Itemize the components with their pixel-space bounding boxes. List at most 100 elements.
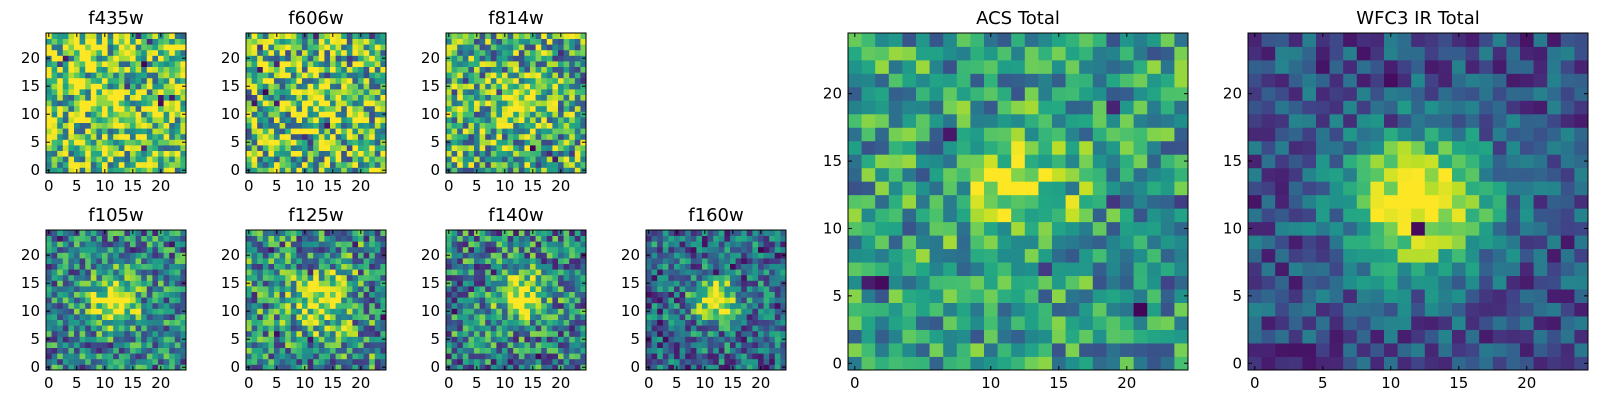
heatmap-cell xyxy=(518,241,525,248)
heatmap-cell xyxy=(702,297,708,304)
heatmap-cell xyxy=(380,230,387,236)
heatmap-cell xyxy=(124,83,131,90)
heatmap-cell xyxy=(296,230,303,236)
heatmap-cell xyxy=(541,347,548,354)
heatmap-cell xyxy=(657,347,664,354)
heatmap-cell xyxy=(707,336,714,343)
heatmap-cell xyxy=(251,269,258,276)
heatmap-cell xyxy=(1174,221,1189,236)
heatmap-cell xyxy=(702,252,708,259)
heatmap-cell xyxy=(346,258,353,264)
heatmap-cell xyxy=(724,269,731,276)
heatmap-cell xyxy=(146,252,153,259)
heatmap-cell xyxy=(307,94,314,101)
heatmap-cell xyxy=(888,235,903,250)
heatmap-cell xyxy=(135,347,142,354)
heatmap-cell xyxy=(369,44,376,51)
heatmap-cell xyxy=(657,297,664,304)
heatmap-cell xyxy=(296,66,303,73)
heatmap-cell xyxy=(1038,181,1053,196)
heatmap-cell xyxy=(474,61,480,67)
heatmap-cell xyxy=(174,246,181,253)
heatmap-cell xyxy=(1011,316,1026,330)
heatmap-cell xyxy=(358,105,364,112)
heatmap-cell xyxy=(302,111,308,118)
heatmap-cell xyxy=(268,347,275,354)
heatmap-cell xyxy=(530,269,536,276)
heatmap-cell xyxy=(79,347,86,354)
heatmap-cell xyxy=(502,122,508,129)
heatmap-cell xyxy=(251,336,258,343)
heatmap-cell xyxy=(479,161,486,168)
heatmap-cell xyxy=(290,358,297,365)
y-tick-label: 10 xyxy=(21,302,40,320)
heatmap-cell xyxy=(374,241,381,248)
heatmap-cell xyxy=(875,221,890,236)
heatmap-cell xyxy=(468,364,475,371)
heatmap-cell xyxy=(574,150,581,157)
heatmap-cell xyxy=(997,194,1012,209)
heatmap-cell xyxy=(268,150,275,157)
heatmap-cell xyxy=(174,150,181,157)
heatmap-cell xyxy=(535,72,542,79)
heatmap-cell xyxy=(580,66,587,73)
heatmap-cell xyxy=(146,353,153,360)
heatmap-cell xyxy=(1133,221,1148,236)
heatmap-cell xyxy=(324,128,331,135)
heatmap-cell xyxy=(324,111,331,118)
heatmap-cell xyxy=(124,274,131,281)
heatmap-cell xyxy=(341,291,348,298)
heatmap-cell xyxy=(763,286,770,292)
heatmap-cell xyxy=(496,167,503,174)
heatmap-cell xyxy=(479,105,486,112)
heatmap-cell xyxy=(518,342,525,348)
heatmap-cell xyxy=(169,325,176,332)
heatmap-cell xyxy=(57,274,64,281)
heatmap-cell xyxy=(457,167,464,174)
heatmap-cell xyxy=(341,230,348,236)
heatmap-cell xyxy=(474,286,480,292)
heatmap-cell xyxy=(457,347,464,354)
heatmap-cell xyxy=(668,246,675,253)
heatmap-cell xyxy=(457,150,464,157)
heatmap-cell xyxy=(546,280,553,287)
heatmap-cell xyxy=(984,275,998,290)
heatmap-cell xyxy=(279,122,286,129)
heatmap-cell xyxy=(158,83,164,90)
heatmap-cell xyxy=(479,336,486,343)
heatmap-cell xyxy=(285,161,292,168)
heatmap-cell xyxy=(848,329,862,344)
heatmap-cell xyxy=(479,319,486,326)
heatmap-cell xyxy=(251,89,258,95)
heatmap-cell xyxy=(290,302,297,309)
heatmap-cell xyxy=(574,241,581,248)
heatmap-cell xyxy=(563,308,570,315)
heatmap-cell xyxy=(1052,316,1066,330)
heatmap-cell xyxy=(107,156,114,163)
heatmap-cell xyxy=(657,269,664,276)
heatmap-cell xyxy=(146,291,153,298)
heatmap-cell xyxy=(730,274,736,281)
heatmap-cell xyxy=(679,353,686,360)
heatmap-cell xyxy=(180,161,187,168)
heatmap-cell xyxy=(496,111,503,118)
heatmap-cell xyxy=(563,145,570,151)
heatmap-cell xyxy=(330,274,336,281)
heatmap-cell xyxy=(875,316,890,330)
heatmap-cell xyxy=(580,302,587,309)
heatmap-cell xyxy=(374,286,381,292)
heatmap-cell xyxy=(479,77,486,84)
heatmap-cell xyxy=(296,258,303,264)
heatmap-cell xyxy=(861,343,876,357)
heatmap-cell xyxy=(79,246,86,253)
heatmap-cell xyxy=(318,252,325,259)
heatmap-cell xyxy=(735,280,742,287)
heatmap-cell xyxy=(513,133,520,140)
heatmap-cell xyxy=(268,291,275,298)
heatmap-cell xyxy=(502,156,508,163)
heatmap-cell xyxy=(646,291,652,298)
heatmap-cell xyxy=(158,111,164,118)
heatmap-cell xyxy=(668,358,675,365)
heatmap-cell xyxy=(307,150,314,157)
heatmap-cell xyxy=(646,342,652,348)
